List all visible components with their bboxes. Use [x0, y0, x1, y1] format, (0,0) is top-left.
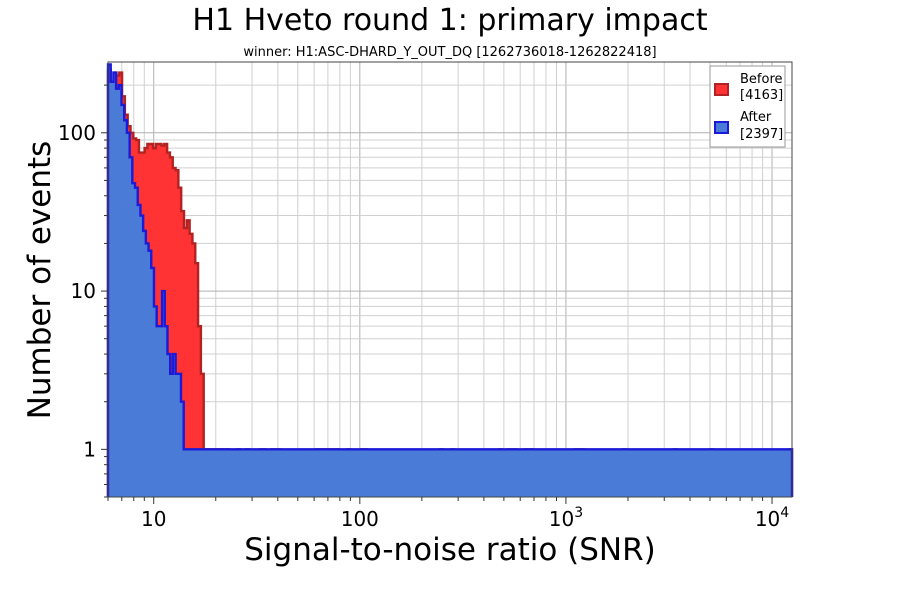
y-axis-label: Number of events	[22, 141, 58, 420]
chart-subtitle: winner: H1:ASC-DHARD_Y_OUT_DQ [126273601…	[243, 45, 656, 60]
legend-swatch-after	[714, 121, 729, 134]
series-before-histogram	[106, 68, 794, 497]
x-axis-ticks: 10 100 103 104	[107, 497, 789, 531]
chart-title: H1 Hveto round 1: primary impact	[192, 3, 707, 38]
grid-lines	[107, 62, 792, 498]
legend-count-after: [2397]	[740, 127, 783, 142]
plot-frame	[107, 61, 793, 498]
x-tick-label: 100	[341, 507, 379, 531]
x-tick-label: 10	[141, 507, 166, 531]
after-histogram-step	[106, 63, 794, 497]
y-tick-label: 100	[58, 121, 96, 145]
series-after-histogram	[106, 63, 794, 497]
y-axis-ticks: 1 10 100	[58, 84, 108, 498]
y-tick-label: 10	[71, 279, 96, 303]
x-tick-label: 104	[755, 505, 789, 531]
legend: Before [4163] After [2397]	[709, 65, 786, 148]
x-tick-label: 103	[549, 505, 583, 531]
x-axis-label: Signal-to-noise ratio (SNR)	[244, 532, 656, 568]
legend-swatch-before	[714, 83, 729, 96]
legend-count-before: [4163]	[740, 88, 783, 103]
legend-label-after: After	[740, 110, 772, 125]
y-tick-label: 1	[83, 437, 96, 461]
legend-label-before: Before	[740, 72, 783, 87]
